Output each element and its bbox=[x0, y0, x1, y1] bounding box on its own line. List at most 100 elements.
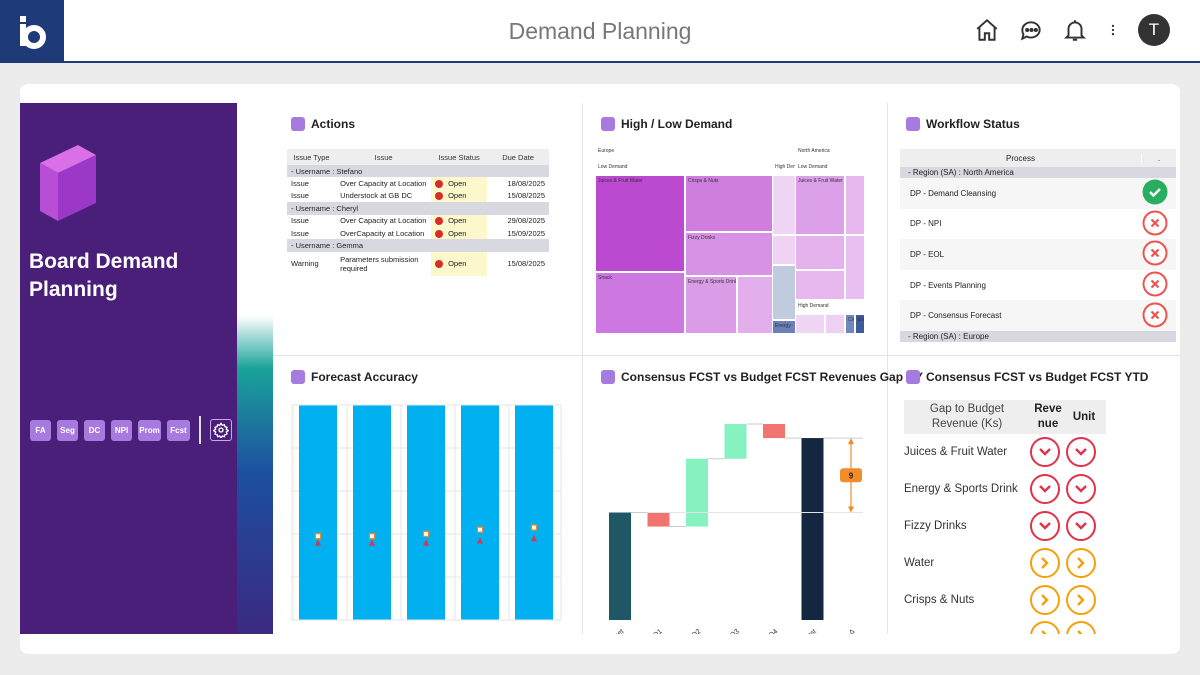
status-dot bbox=[435, 217, 444, 226]
home-icon[interactable] bbox=[974, 17, 1000, 43]
process-name: DP - Consensus Forecast bbox=[910, 311, 1002, 321]
cell-text: 15/08/2025 bbox=[507, 191, 545, 201]
group-row[interactable]: - Username : Cheryl bbox=[287, 202, 549, 215]
ytd-row[interactable]: Juices & Fruit Water bbox=[904, 434, 1106, 471]
treemap-cell[interactable] bbox=[845, 175, 865, 235]
segment-label[interactable]: High Demand bbox=[795, 300, 865, 314]
workflow-row[interactable]: DP - NPI bbox=[900, 209, 1176, 240]
arrow-head bbox=[848, 506, 854, 513]
treemap-cell[interactable]: Energy & Sports Drink bbox=[685, 276, 737, 334]
workflow-row[interactable]: DP - Demand Cleansing bbox=[900, 178, 1176, 209]
treemap-cell[interactable] bbox=[795, 235, 845, 270]
segment-label[interactable]: Low Demand bbox=[595, 161, 772, 175]
treemap-cell[interactable]: Juices & Fruit Water bbox=[595, 175, 685, 272]
treemap-cell[interactable] bbox=[737, 276, 773, 334]
chip-prom[interactable]: Prom bbox=[138, 419, 161, 441]
settings-button[interactable] bbox=[210, 419, 232, 441]
column-header[interactable]: Issue bbox=[336, 149, 432, 165]
treemap-cell[interactable] bbox=[845, 235, 865, 300]
segment-label[interactable]: Low Demand bbox=[795, 161, 865, 175]
hero-title-line2: Planning bbox=[29, 278, 118, 301]
treemap-cell[interactable] bbox=[825, 314, 845, 334]
panel-title: Actions bbox=[311, 117, 356, 131]
group-row[interactable]: - Username : Stefano bbox=[287, 165, 549, 178]
chip-seg[interactable]: Seg bbox=[57, 419, 78, 441]
table-row[interactable]: Issue OverCapacity at Location Open 15/09/2… bbox=[287, 226, 549, 240]
hero-title-line1: Board Demand bbox=[29, 250, 179, 273]
treemap-cell[interactable]: Fizzy Drinks bbox=[685, 232, 773, 276]
bell-icon[interactable] bbox=[1062, 17, 1088, 43]
ytd-row[interactable]: Water bbox=[904, 544, 1106, 581]
x-tick-label: Cons Fcst bbox=[789, 628, 818, 634]
chip-fa[interactable]: FA bbox=[30, 419, 51, 441]
cell-text: 15/09/2025 bbox=[507, 228, 545, 238]
treemap-cell[interactable]: Cris & bbox=[845, 314, 855, 334]
treemap-cell[interactable]: Energy bbox=[772, 320, 796, 334]
table-row[interactable]: Issue Over Capacity at Location Open 29/08/… bbox=[287, 214, 549, 227]
treemap-cell[interactable]: En bbox=[855, 314, 865, 334]
actions-panel: Actions Issue Type Issue Issue Status Due D… bbox=[273, 103, 583, 356]
x-tick-label: Δ bbox=[848, 628, 856, 634]
accuracy-bar bbox=[461, 405, 499, 620]
cell: 29/08/2025 bbox=[487, 215, 549, 227]
chip-fcst[interactable]: Fcst bbox=[167, 419, 190, 441]
avatar[interactable]: T bbox=[1138, 14, 1170, 46]
table-header: Issue Type Issue Issue Status Due Date bbox=[287, 149, 549, 165]
panel-title: Workflow Status bbox=[926, 117, 1020, 131]
region-label[interactable]: Europe bbox=[595, 145, 795, 161]
treemap-cell[interactable] bbox=[795, 270, 845, 300]
ytd-row[interactable]: Energy & Sports Drink bbox=[904, 471, 1106, 508]
treemap-cell[interactable]: Crisps & Nuts bbox=[685, 175, 773, 232]
square-marker bbox=[314, 532, 322, 540]
cell: Issue bbox=[287, 177, 336, 189]
cell-text: OverCapacity at Location bbox=[340, 228, 425, 238]
table-row[interactable]: Issue Understock at GB DC Open 15/08/2025 bbox=[287, 189, 549, 203]
column-header[interactable]: Due Date bbox=[487, 149, 549, 165]
table-row[interactable]: Issue Over Capacity at Location Open 18/08/… bbox=[287, 177, 549, 190]
cell: Warning bbox=[287, 252, 336, 276]
chat-icon[interactable] bbox=[1018, 17, 1044, 43]
app-header: Demand Planning T bbox=[0, 0, 1200, 63]
column-header[interactable]: Reve nue bbox=[1034, 403, 1062, 430]
workflow-row[interactable]: DP - Events Planning bbox=[900, 270, 1176, 301]
ytd-row[interactable]: Fizzy Drinks bbox=[904, 508, 1106, 545]
column-header[interactable]: Issue Status bbox=[431, 149, 488, 165]
chip-npi[interactable]: NPI bbox=[111, 419, 132, 441]
gear-icon bbox=[213, 422, 229, 438]
column-header[interactable]: Unit bbox=[1072, 411, 1096, 423]
treemap-cell[interactable] bbox=[795, 314, 825, 334]
chevron-down-circle-icon bbox=[1066, 437, 1096, 468]
square-marker bbox=[476, 526, 484, 533]
treemap-cell[interactable] bbox=[772, 265, 796, 320]
cell-text: Open bbox=[448, 216, 467, 226]
table-row[interactable]: Warning Parameters submission required Ope… bbox=[287, 251, 549, 276]
chevron-right-circle-icon bbox=[1066, 621, 1096, 634]
ytd-row[interactable]: Crisps & Nuts bbox=[904, 581, 1106, 618]
group-row[interactable]: - Username : Gemma bbox=[287, 239, 549, 252]
column-header[interactable]: Issue Type bbox=[287, 149, 337, 165]
treemap-cell[interactable]: Snack bbox=[595, 272, 685, 334]
workflow-row[interactable]: DP - Consensus Forecast bbox=[900, 300, 1176, 331]
column-header[interactable]: Process bbox=[900, 153, 1142, 163]
group-row[interactable]: - Region (SA) : Europe bbox=[900, 330, 1176, 342]
accuracy-bar bbox=[407, 405, 445, 620]
x-circle-icon bbox=[1142, 271, 1168, 299]
workflow-row[interactable]: DP - EOL bbox=[900, 239, 1176, 270]
triangle-marker bbox=[531, 535, 537, 542]
column-header[interactable]: Gap to Budget Revenue (Ks) bbox=[929, 403, 1005, 430]
more-vertical-icon[interactable] bbox=[1106, 17, 1120, 43]
segment-label[interactable]: High Dema bbox=[772, 161, 796, 175]
treemap-cell[interactable]: Juices & Fruit Water bbox=[795, 175, 845, 235]
waterfall-bar bbox=[686, 458, 708, 527]
cell: Understock at GB DC bbox=[336, 190, 431, 202]
column-header[interactable]: . bbox=[1157, 153, 1161, 163]
treemap-cell[interactable] bbox=[772, 235, 796, 265]
treemap-cell[interactable] bbox=[772, 175, 796, 235]
accuracy-bar bbox=[299, 405, 337, 620]
region-label[interactable]: North America bbox=[795, 145, 865, 161]
cell-text: Issue bbox=[291, 191, 309, 201]
group-row[interactable]: - Region (SA) : North America bbox=[900, 167, 1176, 178]
chip-dc[interactable]: DC bbox=[84, 419, 105, 441]
board-logo[interactable] bbox=[0, 0, 64, 63]
